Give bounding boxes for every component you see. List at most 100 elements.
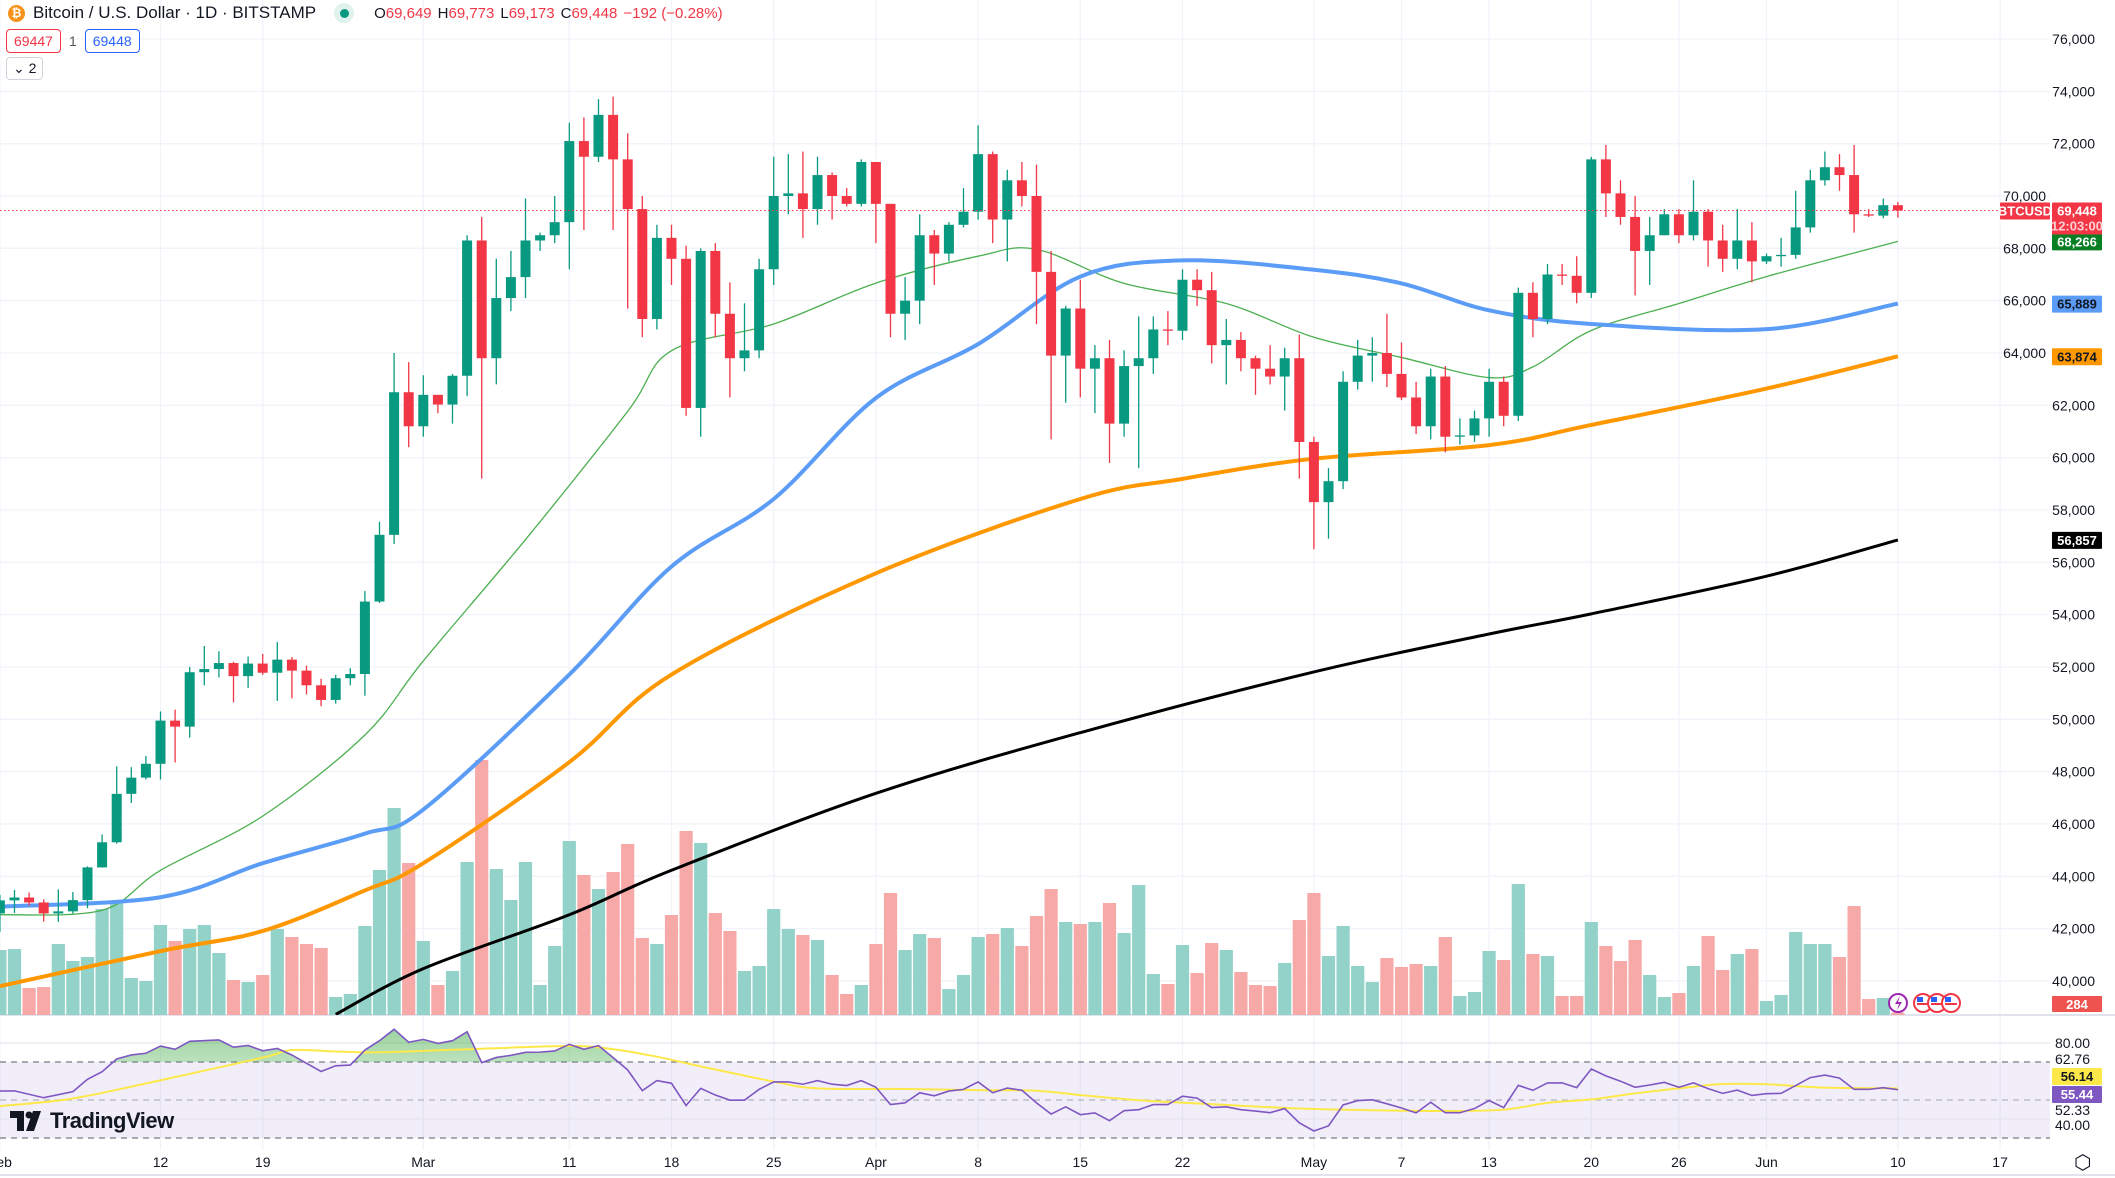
candle[interactable]: [1878, 198, 1889, 219]
sell-button[interactable]: 69447: [6, 29, 61, 53]
indicators-toggle-button[interactable]: ⌄ 2: [6, 57, 44, 80]
candle[interactable]: [1119, 350, 1130, 437]
candle[interactable]: [199, 646, 210, 686]
candle[interactable]: [1425, 368, 1436, 440]
candle[interactable]: [155, 711, 166, 780]
candle[interactable]: [1411, 381, 1422, 435]
candle[interactable]: [82, 866, 93, 909]
candle[interactable]: [389, 352, 400, 544]
settings-gear-icon[interactable]: ⬡: [2074, 1152, 2092, 1174]
candle[interactable]: [316, 678, 327, 707]
candle[interactable]: [1819, 151, 1830, 186]
candle[interactable]: [1542, 264, 1553, 325]
candle[interactable]: [1732, 209, 1743, 270]
candle[interactable]: [637, 196, 648, 338]
candle[interactable]: [1046, 250, 1057, 440]
candle[interactable]: [1338, 371, 1349, 490]
candle[interactable]: [1805, 169, 1816, 233]
candle[interactable]: [403, 362, 414, 448]
candle[interactable]: [666, 224, 677, 285]
candle[interactable]: [564, 122, 575, 270]
candle[interactable]: [754, 258, 765, 359]
candle[interactable]: [1352, 339, 1363, 390]
candle[interactable]: [593, 99, 604, 162]
candle[interactable]: [695, 248, 706, 437]
candle[interactable]: [1206, 271, 1217, 364]
candle[interactable]: [418, 375, 429, 437]
candle[interactable]: [1717, 224, 1728, 272]
candle[interactable]: [140, 755, 151, 780]
candle[interactable]: [739, 303, 750, 372]
candle[interactable]: [1586, 156, 1597, 299]
candle[interactable]: [1849, 144, 1860, 233]
candle[interactable]: [578, 117, 589, 231]
candle[interactable]: [1776, 237, 1787, 267]
candle[interactable]: [549, 196, 560, 244]
candle[interactable]: [914, 214, 925, 325]
candle[interactable]: [1673, 209, 1684, 244]
candle[interactable]: [1089, 345, 1100, 414]
candle[interactable]: [973, 125, 984, 220]
candle[interactable]: [1454, 418, 1465, 445]
candle[interactable]: [1571, 256, 1582, 304]
candle[interactable]: [1469, 410, 1480, 442]
candle[interactable]: [1746, 222, 1757, 283]
candle[interactable]: [827, 172, 838, 220]
candle[interactable]: [1615, 180, 1626, 225]
candle[interactable]: [345, 668, 356, 686]
candle[interactable]: [1396, 342, 1407, 401]
candle[interactable]: [1221, 318, 1232, 385]
candle[interactable]: [476, 216, 487, 479]
candle[interactable]: [812, 156, 823, 225]
candle[interactable]: [900, 277, 911, 340]
candle[interactable]: [1484, 368, 1495, 437]
candle[interactable]: [447, 373, 458, 424]
candle[interactable]: [1557, 264, 1568, 285]
candle[interactable]: [286, 657, 297, 699]
candle[interactable]: [1279, 347, 1290, 411]
candle[interactable]: [856, 159, 867, 207]
candle[interactable]: [24, 892, 35, 906]
candle[interactable]: [1104, 339, 1115, 463]
candle[interactable]: [608, 96, 619, 231]
candle[interactable]: [1513, 287, 1524, 422]
candle[interactable]: [885, 203, 896, 338]
candle[interactable]: [1498, 376, 1509, 427]
candle[interactable]: [228, 661, 239, 703]
candle[interactable]: [1308, 436, 1319, 550]
candle[interactable]: [1016, 161, 1027, 207]
candle[interactable]: [797, 151, 808, 238]
candle[interactable]: [1133, 316, 1144, 469]
candle[interactable]: [67, 891, 78, 914]
candle[interactable]: [301, 665, 312, 695]
candle[interactable]: [1323, 468, 1334, 539]
candle[interactable]: [53, 889, 64, 922]
candle[interactable]: [1177, 269, 1188, 340]
candle[interactable]: [1367, 337, 1378, 382]
candle[interactable]: [491, 258, 502, 385]
candle[interactable]: [1381, 313, 1392, 388]
candle[interactable]: [9, 889, 20, 913]
candle[interactable]: [870, 161, 881, 244]
candle[interactable]: [987, 151, 998, 244]
candle[interactable]: [622, 133, 633, 309]
candle[interactable]: [1600, 144, 1611, 217]
symbol-title[interactable]: Bitcoin / U.S. Dollar · 1D · BITSTAMP: [33, 3, 317, 22]
candle[interactable]: [213, 651, 224, 678]
candle[interactable]: [1075, 279, 1086, 398]
candle[interactable]: [1630, 196, 1641, 296]
candle[interactable]: [1162, 311, 1173, 346]
candle[interactable]: [462, 235, 473, 397]
candle[interactable]: [1761, 253, 1772, 265]
candle[interactable]: [184, 666, 195, 738]
candle[interactable]: [0, 894, 5, 932]
us-flag-icon[interactable]: [1941, 993, 1961, 1013]
candle[interactable]: [330, 674, 341, 704]
candle[interactable]: [257, 653, 268, 675]
candle[interactable]: [432, 394, 443, 414]
candle[interactable]: [1892, 201, 1903, 218]
candle[interactable]: [1440, 366, 1451, 453]
candle[interactable]: [1644, 216, 1655, 285]
candle[interactable]: [272, 642, 283, 701]
